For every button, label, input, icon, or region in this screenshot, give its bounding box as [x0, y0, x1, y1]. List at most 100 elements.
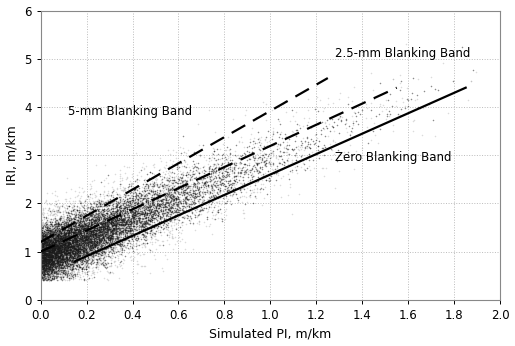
- Point: [63, 236, 72, 242]
- Point: [83, 222, 91, 228]
- Point: [41, 255, 49, 261]
- Point: [56, 251, 64, 257]
- Point: [126, 221, 134, 227]
- Point: [40, 250, 48, 256]
- Point: [56, 248, 64, 253]
- Point: [53, 227, 61, 232]
- Point: [67, 273, 75, 278]
- Point: [118, 200, 126, 206]
- Point: [112, 204, 120, 210]
- Point: [41, 255, 49, 260]
- Point: [81, 270, 89, 276]
- Point: [163, 174, 171, 180]
- Point: [50, 250, 59, 256]
- Point: [42, 242, 50, 248]
- Point: [65, 246, 74, 252]
- Point: [133, 238, 141, 244]
- Point: [55, 241, 63, 246]
- Point: [104, 239, 112, 245]
- Point: [221, 174, 229, 180]
- Point: [45, 229, 53, 234]
- Point: [195, 219, 203, 225]
- Point: [117, 214, 125, 219]
- Point: [128, 207, 136, 212]
- Point: [74, 192, 82, 198]
- Point: [39, 238, 47, 243]
- Point: [53, 238, 61, 244]
- Point: [167, 198, 176, 203]
- Point: [109, 228, 117, 233]
- Point: [87, 227, 95, 233]
- Point: [99, 218, 108, 224]
- Point: [101, 253, 110, 258]
- Point: [48, 269, 56, 275]
- Point: [94, 234, 102, 240]
- Point: [84, 234, 92, 239]
- Point: [43, 245, 51, 251]
- Point: [68, 226, 76, 231]
- Point: [99, 234, 107, 240]
- Point: [239, 182, 248, 187]
- Point: [54, 253, 62, 258]
- Point: [85, 218, 94, 224]
- Point: [121, 216, 129, 221]
- Point: [83, 207, 91, 212]
- Point: [109, 247, 117, 253]
- Point: [91, 237, 99, 243]
- Point: [142, 214, 150, 220]
- Point: [65, 235, 73, 241]
- Point: [45, 266, 53, 272]
- Point: [61, 255, 70, 260]
- Point: [52, 251, 60, 256]
- Point: [121, 186, 129, 192]
- Point: [96, 239, 105, 244]
- Point: [249, 145, 258, 150]
- Point: [163, 176, 171, 181]
- Point: [124, 235, 132, 241]
- Point: [48, 257, 57, 263]
- Point: [77, 262, 85, 268]
- Point: [55, 271, 63, 276]
- Point: [117, 223, 125, 229]
- Point: [70, 253, 78, 258]
- Point: [75, 256, 83, 261]
- Point: [84, 241, 93, 246]
- Point: [54, 245, 62, 251]
- Point: [132, 199, 140, 204]
- Point: [76, 241, 84, 247]
- Point: [88, 257, 96, 263]
- Point: [113, 208, 121, 213]
- Point: [37, 239, 45, 245]
- Point: [44, 207, 53, 213]
- Point: [52, 223, 60, 229]
- Point: [131, 221, 140, 227]
- Point: [66, 240, 74, 246]
- Point: [76, 248, 84, 254]
- Point: [237, 160, 245, 166]
- Point: [49, 258, 58, 264]
- Point: [61, 272, 69, 277]
- Point: [74, 244, 82, 249]
- Point: [55, 244, 63, 249]
- Point: [321, 133, 330, 138]
- Point: [133, 210, 141, 216]
- Point: [100, 230, 109, 235]
- Point: [57, 250, 65, 255]
- Point: [70, 252, 78, 257]
- Point: [54, 239, 62, 244]
- Point: [146, 211, 154, 217]
- Point: [175, 217, 183, 222]
- Point: [37, 245, 45, 250]
- Point: [105, 234, 113, 239]
- Point: [318, 119, 326, 125]
- Point: [39, 265, 47, 271]
- Point: [45, 234, 53, 239]
- Point: [118, 219, 127, 225]
- Point: [121, 226, 129, 231]
- Point: [163, 182, 171, 187]
- Point: [54, 264, 62, 270]
- Point: [52, 238, 60, 244]
- Point: [125, 218, 133, 224]
- Point: [198, 207, 207, 213]
- Point: [41, 260, 49, 265]
